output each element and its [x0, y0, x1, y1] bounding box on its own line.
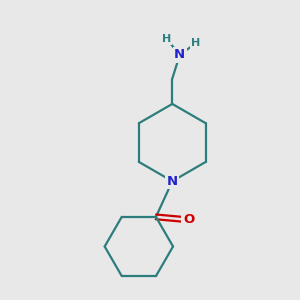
Text: N: N: [167, 175, 178, 188]
Text: O: O: [183, 213, 194, 226]
Text: H: H: [162, 34, 171, 44]
Text: H: H: [191, 38, 201, 48]
Text: N: N: [174, 48, 185, 62]
